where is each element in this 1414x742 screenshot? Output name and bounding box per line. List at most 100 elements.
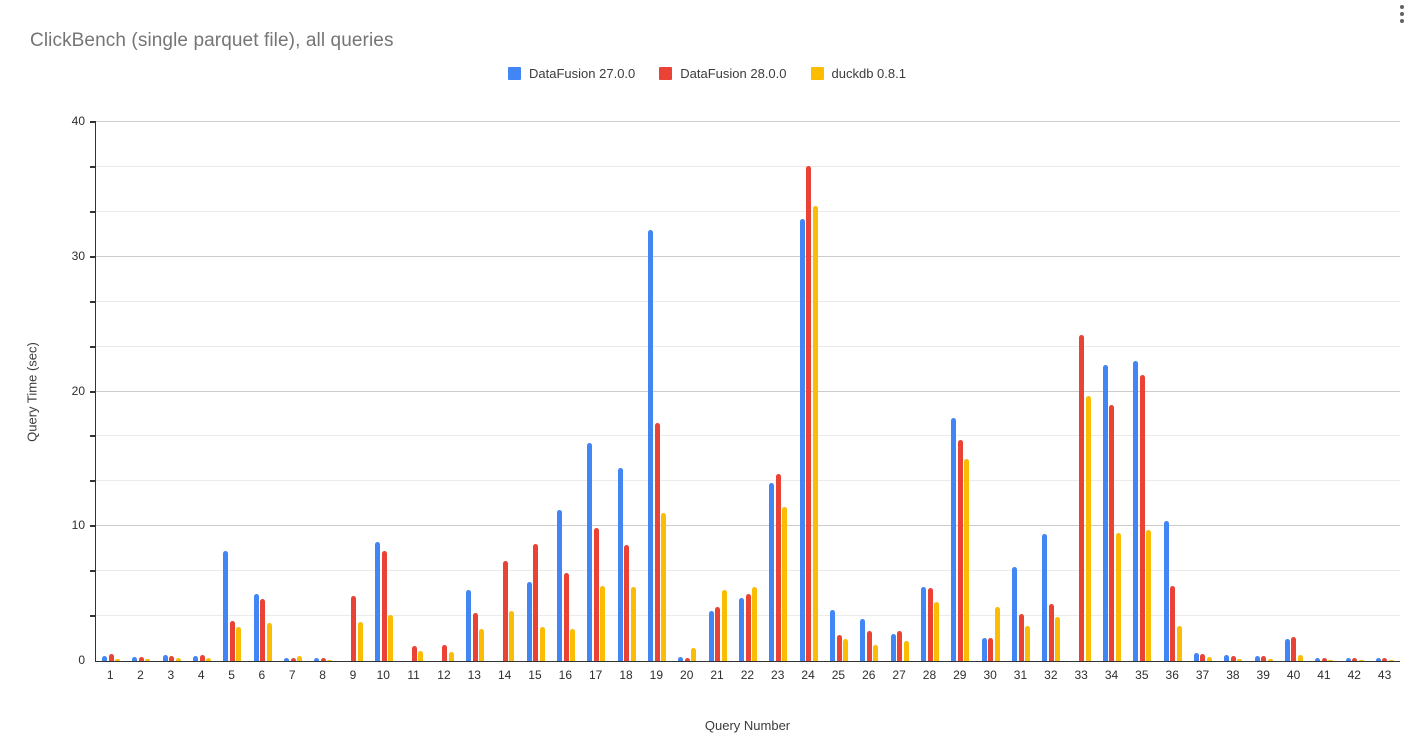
bar-q13-datafusion-28[interactable] <box>472 612 478 661</box>
bar-q26-duckdb-081[interactable] <box>873 644 879 661</box>
bar-q26-datafusion-28[interactable] <box>866 631 872 661</box>
legend-item-duckdb-081[interactable]: duckdb 0.8.1 <box>810 66 906 81</box>
bar-q28-duckdb-081[interactable] <box>934 601 940 661</box>
bar-q40-duckdb-081[interactable] <box>1297 654 1303 661</box>
bar-q4-datafusion-27[interactable] <box>193 655 199 661</box>
bar-q5-duckdb-081[interactable] <box>236 627 242 661</box>
bar-q28-datafusion-28[interactable] <box>927 588 933 661</box>
bar-q8-datafusion-27[interactable] <box>314 657 320 661</box>
bar-q8-datafusion-28[interactable] <box>320 657 326 661</box>
bar-q1-duckdb-081[interactable] <box>115 658 121 661</box>
bar-q1-datafusion-27[interactable] <box>102 655 108 661</box>
bar-q35-duckdb-081[interactable] <box>1146 530 1152 661</box>
bar-q27-datafusion-28[interactable] <box>897 631 903 661</box>
bar-q36-datafusion-27[interactable] <box>1163 520 1169 661</box>
bar-q27-datafusion-27[interactable] <box>890 634 896 661</box>
bar-q37-datafusion-28[interactable] <box>1200 654 1206 661</box>
bar-q6-datafusion-28[interactable] <box>260 599 266 661</box>
bar-q3-datafusion-28[interactable] <box>169 655 175 661</box>
bar-q29-datafusion-28[interactable] <box>957 440 963 661</box>
bar-q7-duckdb-081[interactable] <box>297 655 303 661</box>
bar-q5-datafusion-27[interactable] <box>223 550 229 661</box>
bar-q24-duckdb-081[interactable] <box>812 205 818 661</box>
bar-q22-datafusion-28[interactable] <box>745 593 751 661</box>
bar-q15-datafusion-28[interactable] <box>533 543 539 661</box>
bar-q18-datafusion-28[interactable] <box>624 545 630 661</box>
bar-q11-duckdb-081[interactable] <box>418 650 424 661</box>
bar-q32-datafusion-28[interactable] <box>1048 604 1054 661</box>
bar-q31-datafusion-28[interactable] <box>1018 613 1024 661</box>
legend-item-datafusion-27[interactable]: DataFusion 27.0.0 <box>508 66 635 81</box>
bar-q42-datafusion-27[interactable] <box>1345 658 1351 661</box>
bar-q42-duckdb-081[interactable] <box>1358 660 1364 661</box>
bar-q31-duckdb-081[interactable] <box>1025 625 1030 661</box>
bar-q10-datafusion-27[interactable] <box>375 542 381 661</box>
bar-q39-datafusion-27[interactable] <box>1254 655 1260 661</box>
bar-q23-datafusion-28[interactable] <box>775 473 781 661</box>
bar-q25-datafusion-27[interactable] <box>830 609 836 661</box>
bar-q20-duckdb-081[interactable] <box>691 647 697 661</box>
bar-q2-duckdb-081[interactable] <box>145 658 151 661</box>
bar-q41-datafusion-27[interactable] <box>1315 657 1321 661</box>
bar-q3-duckdb-081[interactable] <box>175 657 181 661</box>
bar-q15-datafusion-27[interactable] <box>526 581 532 661</box>
bar-q34-datafusion-28[interactable] <box>1109 404 1115 661</box>
bar-q29-duckdb-081[interactable] <box>964 458 970 661</box>
bar-q4-duckdb-081[interactable] <box>206 657 212 661</box>
bar-q12-duckdb-081[interactable] <box>448 651 454 661</box>
bar-q28-datafusion-27[interactable] <box>921 586 927 661</box>
bar-q33-datafusion-28[interactable] <box>1079 334 1085 661</box>
bar-q36-datafusion-28[interactable] <box>1170 585 1176 661</box>
bar-q39-duckdb-081[interactable] <box>1267 659 1273 661</box>
bar-q18-datafusion-27[interactable] <box>617 468 623 661</box>
bar-q16-duckdb-081[interactable] <box>570 628 576 661</box>
bar-q1-datafusion-28[interactable] <box>108 654 114 661</box>
bar-q5-datafusion-28[interactable] <box>229 620 235 661</box>
bar-q43-duckdb-081[interactable] <box>1388 660 1394 661</box>
bar-q37-duckdb-081[interactable] <box>1206 656 1212 661</box>
bar-q42-datafusion-28[interactable] <box>1352 657 1358 661</box>
bar-q36-duckdb-081[interactable] <box>1176 625 1182 661</box>
bar-q21-datafusion-28[interactable] <box>715 607 721 661</box>
bar-q25-datafusion-28[interactable] <box>836 635 842 661</box>
bar-q38-duckdb-081[interactable] <box>1237 659 1243 661</box>
chart-options-menu[interactable] <box>1392 2 1412 26</box>
bar-q30-datafusion-28[interactable] <box>988 638 994 661</box>
bar-q13-duckdb-081[interactable] <box>479 628 485 661</box>
bar-q25-duckdb-081[interactable] <box>843 639 849 661</box>
bar-q6-duckdb-081[interactable] <box>266 623 272 661</box>
bar-q26-datafusion-27[interactable] <box>860 619 866 661</box>
bar-q30-datafusion-27[interactable] <box>981 638 987 661</box>
bar-q24-datafusion-27[interactable] <box>799 219 805 661</box>
bar-q9-duckdb-081[interactable] <box>357 621 363 661</box>
bar-q16-datafusion-28[interactable] <box>563 573 569 661</box>
bar-q35-datafusion-28[interactable] <box>1139 375 1145 661</box>
bar-q14-datafusion-28[interactable] <box>502 561 508 661</box>
bar-q22-duckdb-081[interactable] <box>752 586 758 661</box>
bar-q40-datafusion-28[interactable] <box>1291 636 1297 661</box>
bar-q40-datafusion-27[interactable] <box>1284 638 1290 661</box>
bar-q39-datafusion-28[interactable] <box>1261 656 1267 661</box>
bar-q38-datafusion-27[interactable] <box>1224 654 1230 661</box>
bar-q38-datafusion-28[interactable] <box>1230 655 1236 661</box>
bar-q4-datafusion-28[interactable] <box>199 654 205 661</box>
bar-q43-datafusion-27[interactable] <box>1375 657 1381 661</box>
bar-q2-datafusion-28[interactable] <box>138 656 144 661</box>
bar-q17-datafusion-27[interactable] <box>587 442 593 661</box>
legend-item-datafusion-28[interactable]: DataFusion 28.0.0 <box>659 66 787 81</box>
bar-q17-datafusion-28[interactable] <box>593 527 599 661</box>
bar-q18-duckdb-081[interactable] <box>630 586 636 661</box>
bar-q20-datafusion-27[interactable] <box>678 656 684 661</box>
bar-q29-datafusion-27[interactable] <box>951 418 957 661</box>
bar-q16-datafusion-27[interactable] <box>557 510 563 661</box>
bar-q11-datafusion-28[interactable] <box>411 646 417 661</box>
bar-q19-datafusion-27[interactable] <box>648 229 654 661</box>
bar-q35-datafusion-27[interactable] <box>1133 360 1139 661</box>
bar-q8-duckdb-081[interactable] <box>327 659 333 661</box>
bar-q7-datafusion-28[interactable] <box>290 658 296 661</box>
bar-q10-duckdb-081[interactable] <box>388 615 394 661</box>
bar-q22-datafusion-27[interactable] <box>739 597 745 661</box>
bar-q13-datafusion-27[interactable] <box>466 589 472 661</box>
bar-q6-datafusion-27[interactable] <box>253 593 259 661</box>
bar-q2-datafusion-27[interactable] <box>132 656 138 661</box>
